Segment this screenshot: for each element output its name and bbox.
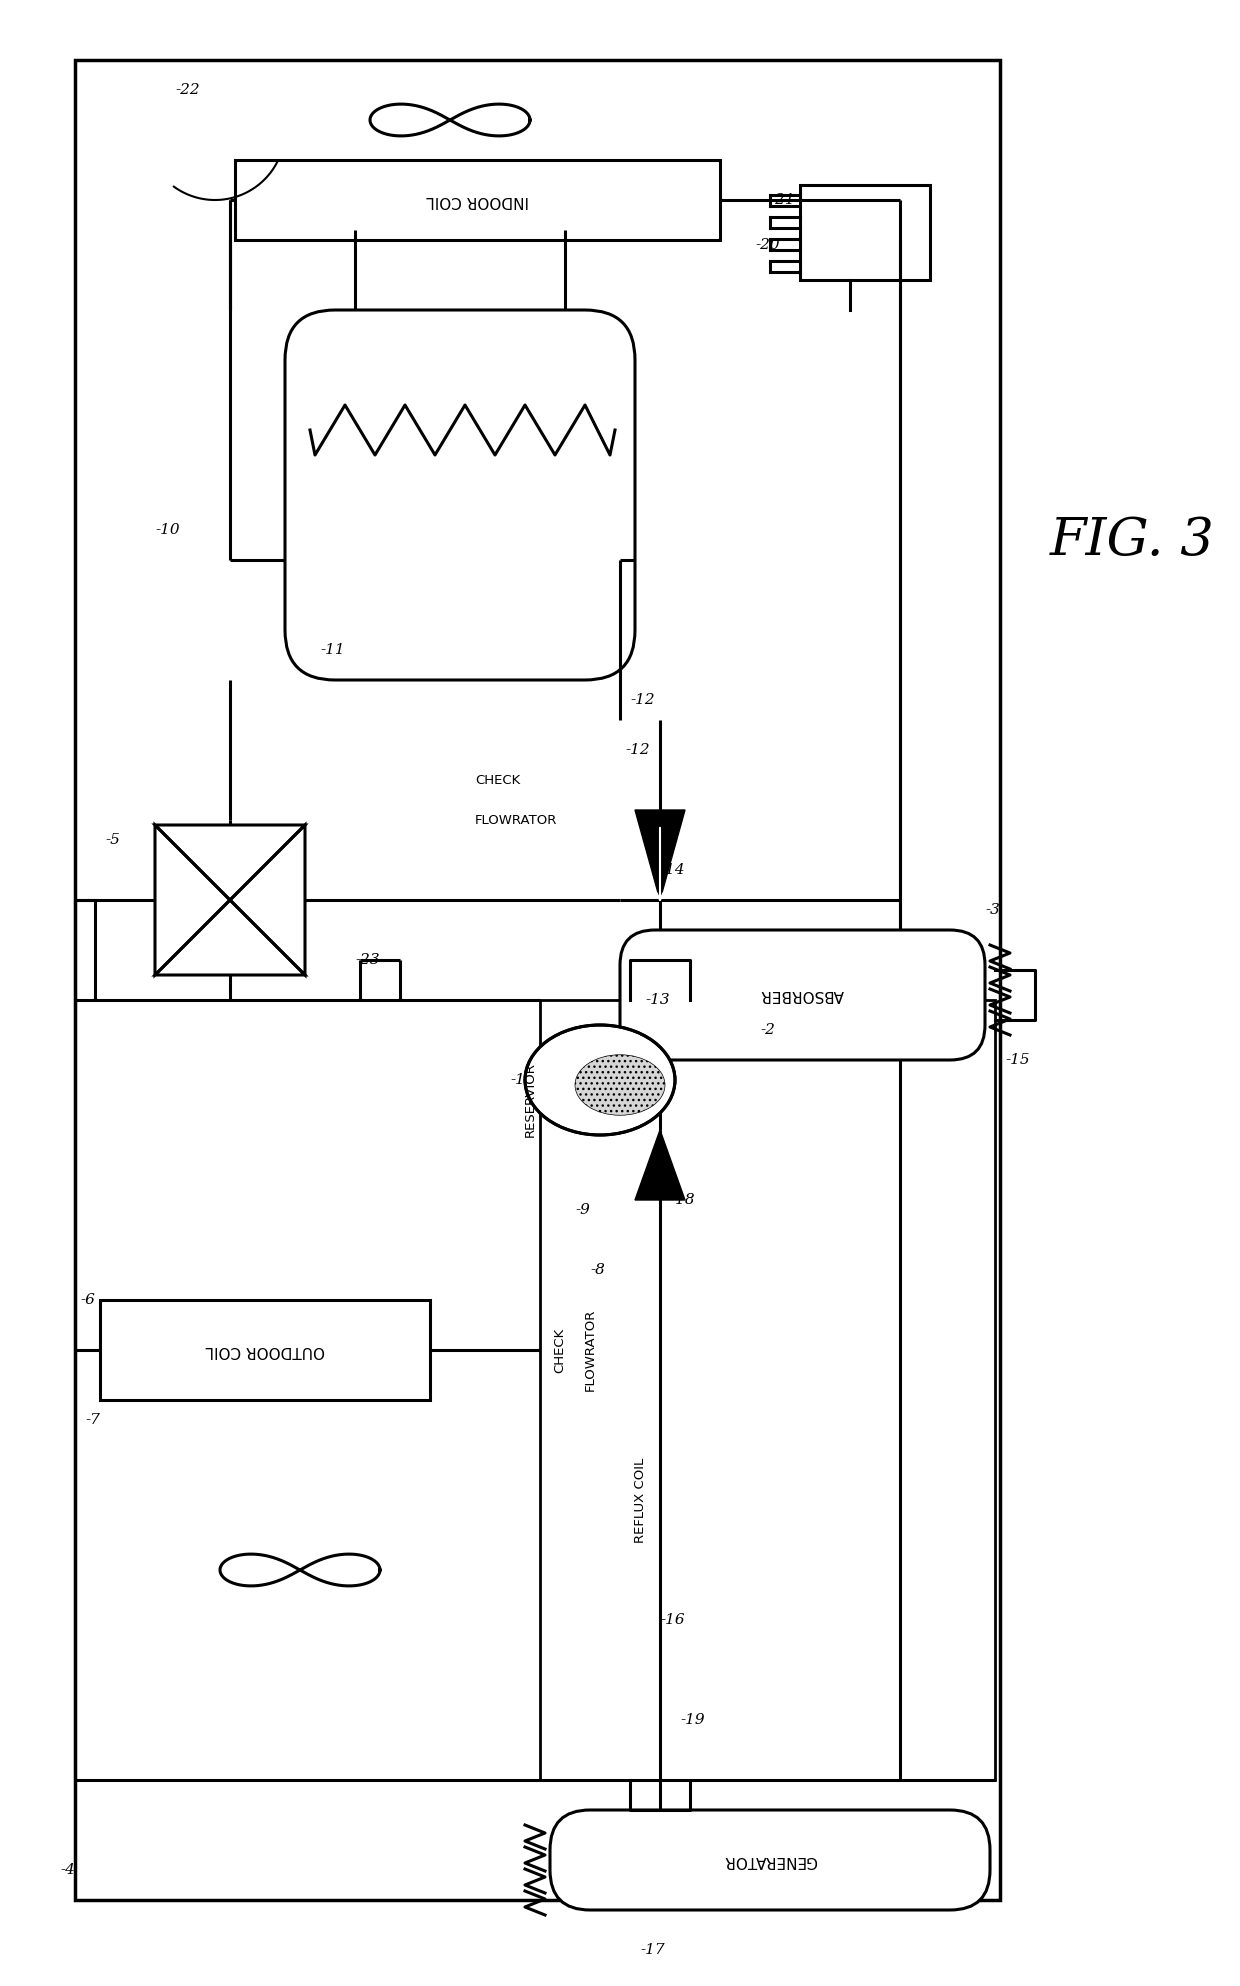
Polygon shape — [635, 1130, 684, 1200]
Text: OUTDOOR COIL: OUTDOOR COIL — [206, 1343, 325, 1358]
Text: -23: -23 — [355, 953, 379, 967]
Text: -8: -8 — [590, 1263, 605, 1277]
Text: -14: -14 — [660, 864, 684, 878]
Ellipse shape — [575, 1055, 665, 1116]
Text: REFLUX COIL: REFLUX COIL — [634, 1458, 646, 1543]
Bar — [100, 1301, 430, 1400]
Text: -10: -10 — [155, 522, 180, 536]
Text: -12: -12 — [630, 693, 655, 707]
Text: -6: -6 — [81, 1293, 95, 1307]
Text: RESERVIOR: RESERVIOR — [523, 1063, 537, 1138]
Text: -22: -22 — [175, 83, 200, 97]
Text: -19: -19 — [680, 1714, 704, 1728]
Text: -4: -4 — [60, 1863, 74, 1877]
FancyBboxPatch shape — [551, 1809, 990, 1911]
Text: -16: -16 — [660, 1613, 684, 1627]
Text: -5: -5 — [105, 832, 120, 846]
Bar — [800, 185, 930, 280]
Text: -3: -3 — [985, 904, 999, 918]
Bar — [539, 1001, 994, 1779]
Text: -20: -20 — [755, 238, 780, 252]
Text: -7: -7 — [86, 1412, 100, 1428]
Text: GENERATOR: GENERATOR — [723, 1853, 817, 1867]
Text: -21: -21 — [770, 193, 795, 207]
Text: FLOWRATOR: FLOWRATOR — [584, 1309, 596, 1390]
Text: -9: -9 — [575, 1204, 590, 1217]
Text: -17: -17 — [640, 1942, 665, 1956]
Ellipse shape — [525, 1025, 675, 1136]
Polygon shape — [635, 810, 684, 900]
Text: FIG. 3: FIG. 3 — [1050, 514, 1215, 566]
Text: -18: -18 — [670, 1194, 694, 1207]
Text: -2: -2 — [760, 1023, 775, 1037]
Text: -11: -11 — [320, 643, 345, 657]
Text: CHECK: CHECK — [475, 773, 521, 786]
Text: -12: -12 — [625, 743, 650, 757]
FancyBboxPatch shape — [285, 310, 635, 679]
Text: INDOOR COIL: INDOOR COIL — [427, 193, 529, 207]
Text: FLOWRATOR: FLOWRATOR — [475, 814, 557, 826]
Text: ABSORBER: ABSORBER — [760, 987, 844, 1003]
Bar — [236, 161, 720, 240]
Bar — [74, 60, 999, 1901]
Text: -13: -13 — [645, 993, 670, 1007]
Text: -15: -15 — [1004, 1053, 1029, 1066]
Text: -1: -1 — [510, 1072, 525, 1086]
Text: CHECK: CHECK — [553, 1327, 567, 1372]
FancyBboxPatch shape — [620, 929, 985, 1061]
